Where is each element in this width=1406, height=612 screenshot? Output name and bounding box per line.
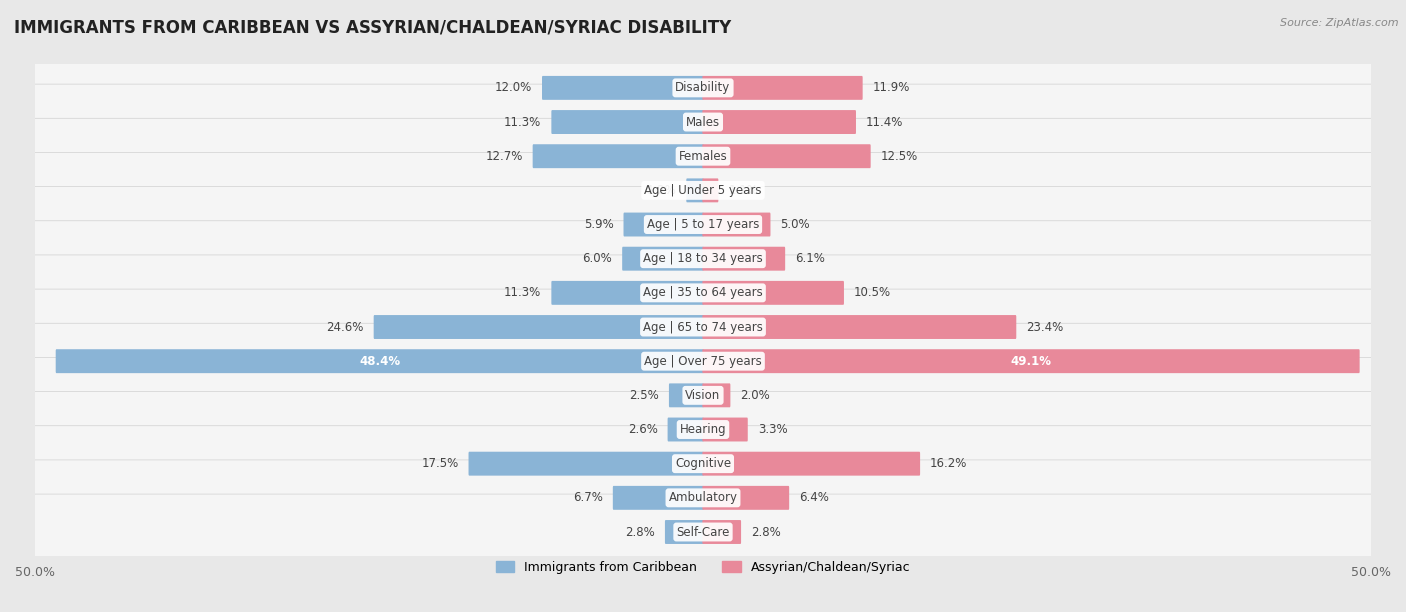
- FancyBboxPatch shape: [551, 281, 703, 305]
- Text: IMMIGRANTS FROM CARIBBEAN VS ASSYRIAN/CHALDEAN/SYRIAC DISABILITY: IMMIGRANTS FROM CARIBBEAN VS ASSYRIAN/CH…: [14, 18, 731, 36]
- FancyBboxPatch shape: [31, 289, 1375, 365]
- Text: 5.9%: 5.9%: [583, 218, 613, 231]
- Text: 11.3%: 11.3%: [505, 286, 541, 299]
- FancyBboxPatch shape: [31, 255, 1375, 330]
- Text: Source: ZipAtlas.com: Source: ZipAtlas.com: [1281, 18, 1399, 28]
- Text: Age | Over 75 years: Age | Over 75 years: [644, 355, 762, 368]
- Text: Ambulatory: Ambulatory: [668, 491, 738, 504]
- Text: Hearing: Hearing: [679, 423, 727, 436]
- Text: 11.4%: 11.4%: [866, 116, 904, 129]
- Text: 24.6%: 24.6%: [326, 321, 364, 334]
- Text: 2.5%: 2.5%: [628, 389, 659, 402]
- Text: 1.1%: 1.1%: [728, 184, 758, 197]
- FancyBboxPatch shape: [703, 144, 870, 168]
- FancyBboxPatch shape: [703, 110, 856, 134]
- Text: Age | 5 to 17 years: Age | 5 to 17 years: [647, 218, 759, 231]
- FancyBboxPatch shape: [703, 247, 785, 271]
- Text: Self-Care: Self-Care: [676, 526, 730, 539]
- Text: Age | Under 5 years: Age | Under 5 years: [644, 184, 762, 197]
- Text: Age | 18 to 34 years: Age | 18 to 34 years: [643, 252, 763, 265]
- FancyBboxPatch shape: [668, 417, 703, 441]
- FancyBboxPatch shape: [31, 460, 1375, 536]
- Text: 1.2%: 1.2%: [647, 184, 676, 197]
- Text: 6.7%: 6.7%: [572, 491, 603, 504]
- Text: 11.9%: 11.9%: [873, 81, 910, 94]
- FancyBboxPatch shape: [31, 50, 1375, 126]
- FancyBboxPatch shape: [31, 187, 1375, 263]
- FancyBboxPatch shape: [468, 452, 703, 476]
- FancyBboxPatch shape: [56, 349, 703, 373]
- Text: Age | 35 to 64 years: Age | 35 to 64 years: [643, 286, 763, 299]
- FancyBboxPatch shape: [374, 315, 703, 339]
- FancyBboxPatch shape: [533, 144, 703, 168]
- FancyBboxPatch shape: [623, 247, 703, 271]
- FancyBboxPatch shape: [31, 392, 1375, 468]
- Text: Vision: Vision: [685, 389, 721, 402]
- Text: 2.8%: 2.8%: [626, 526, 655, 539]
- Legend: Immigrants from Caribbean, Assyrian/Chaldean/Syriac: Immigrants from Caribbean, Assyrian/Chal…: [491, 556, 915, 579]
- FancyBboxPatch shape: [31, 357, 1375, 433]
- FancyBboxPatch shape: [541, 76, 703, 100]
- Text: 23.4%: 23.4%: [1026, 321, 1063, 334]
- FancyBboxPatch shape: [31, 323, 1375, 399]
- FancyBboxPatch shape: [703, 179, 718, 203]
- FancyBboxPatch shape: [703, 349, 1360, 373]
- FancyBboxPatch shape: [665, 520, 703, 544]
- Text: 48.4%: 48.4%: [359, 355, 401, 368]
- Text: 49.1%: 49.1%: [1011, 355, 1052, 368]
- FancyBboxPatch shape: [703, 281, 844, 305]
- Text: 5.0%: 5.0%: [780, 218, 810, 231]
- Text: 12.0%: 12.0%: [495, 81, 531, 94]
- Text: 6.4%: 6.4%: [799, 491, 830, 504]
- FancyBboxPatch shape: [703, 520, 741, 544]
- FancyBboxPatch shape: [31, 84, 1375, 160]
- FancyBboxPatch shape: [31, 494, 1375, 570]
- Text: 12.7%: 12.7%: [485, 150, 523, 163]
- Text: 3.3%: 3.3%: [758, 423, 787, 436]
- FancyBboxPatch shape: [703, 383, 730, 408]
- Text: Age | 65 to 74 years: Age | 65 to 74 years: [643, 321, 763, 334]
- FancyBboxPatch shape: [703, 76, 863, 100]
- FancyBboxPatch shape: [31, 118, 1375, 194]
- Text: 6.1%: 6.1%: [796, 252, 825, 265]
- FancyBboxPatch shape: [623, 212, 703, 236]
- FancyBboxPatch shape: [31, 152, 1375, 228]
- FancyBboxPatch shape: [703, 452, 920, 476]
- Text: 12.5%: 12.5%: [880, 150, 918, 163]
- FancyBboxPatch shape: [703, 486, 789, 510]
- Text: 2.8%: 2.8%: [751, 526, 780, 539]
- FancyBboxPatch shape: [551, 110, 703, 134]
- FancyBboxPatch shape: [703, 417, 748, 441]
- Text: 16.2%: 16.2%: [931, 457, 967, 470]
- Text: 6.0%: 6.0%: [582, 252, 612, 265]
- Text: Cognitive: Cognitive: [675, 457, 731, 470]
- Text: 2.0%: 2.0%: [741, 389, 770, 402]
- FancyBboxPatch shape: [669, 383, 703, 408]
- Text: 17.5%: 17.5%: [422, 457, 458, 470]
- FancyBboxPatch shape: [703, 212, 770, 236]
- Text: Males: Males: [686, 116, 720, 129]
- Text: Females: Females: [679, 150, 727, 163]
- FancyBboxPatch shape: [686, 179, 703, 203]
- FancyBboxPatch shape: [31, 221, 1375, 297]
- Text: 11.3%: 11.3%: [505, 116, 541, 129]
- Text: Disability: Disability: [675, 81, 731, 94]
- FancyBboxPatch shape: [703, 315, 1017, 339]
- FancyBboxPatch shape: [613, 486, 703, 510]
- Text: 2.6%: 2.6%: [627, 423, 658, 436]
- FancyBboxPatch shape: [31, 426, 1375, 502]
- Text: 10.5%: 10.5%: [853, 286, 891, 299]
